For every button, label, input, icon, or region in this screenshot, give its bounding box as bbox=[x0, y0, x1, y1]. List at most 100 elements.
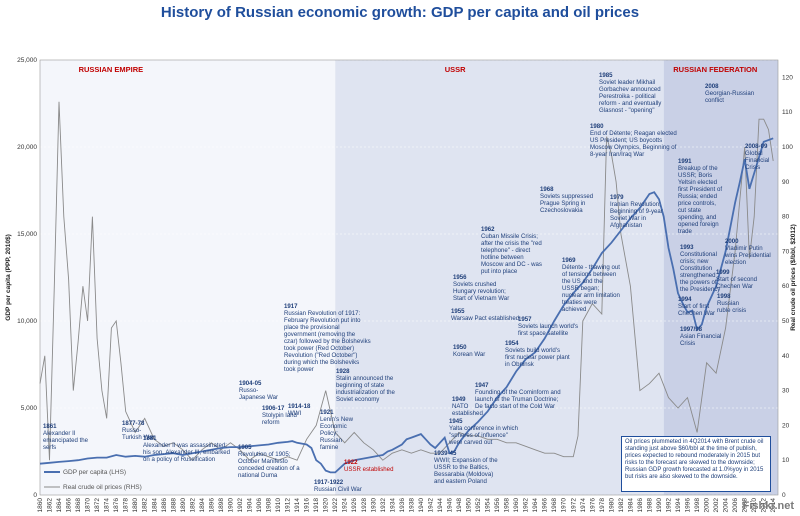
plot-frame bbox=[39, 59, 779, 496]
annotation-line: Japanese War bbox=[239, 394, 278, 401]
chart-title: History of Russian economic growth: GDP … bbox=[160, 4, 640, 21]
annotation-line: ruble crisis bbox=[717, 307, 746, 314]
x-tick-label: 1872 bbox=[94, 498, 101, 513]
x-tick-label: 2002 bbox=[713, 498, 720, 513]
annotation-year: 1969 bbox=[562, 257, 576, 264]
y2-tick-label: 80 bbox=[782, 214, 790, 221]
annotation-line: Russo- bbox=[122, 427, 141, 434]
x-tick-label: 1866 bbox=[66, 498, 73, 513]
annotation-year: 1957 bbox=[518, 316, 532, 323]
y2-tick-label: 100 bbox=[782, 144, 793, 151]
y2-tick-label: 120 bbox=[782, 74, 793, 81]
x-tick-label: 1978 bbox=[599, 498, 606, 513]
annotation-line: Chechen War bbox=[678, 310, 715, 317]
annotation-year: 1922 bbox=[344, 459, 358, 466]
annotation-line: De facto start of the Cold War bbox=[475, 403, 555, 410]
annotation-line: the Presidency bbox=[680, 286, 721, 293]
annotation-line: launch of the Truman Doctrine; bbox=[475, 396, 559, 403]
annotation-line: Soviets launch world's bbox=[518, 323, 578, 330]
x-tick-label: 1940 bbox=[418, 498, 425, 513]
x-tick-label: 1914 bbox=[294, 498, 301, 513]
annotation-line: Hungary revolution; bbox=[453, 288, 506, 295]
annotation-line: USSR established bbox=[344, 466, 393, 473]
annotation-line: the powers of bbox=[680, 279, 717, 286]
annotation-line: Constitution bbox=[680, 265, 712, 272]
annotation-line: Founding of the Cominform and bbox=[475, 389, 561, 396]
y-tick-label: 5,000 bbox=[21, 405, 38, 412]
annotation-line: Perestroika - political bbox=[599, 93, 656, 100]
axes: 0 5,000 10,000 15,000 20,000 25,000 0 10 20 30 40 5… bbox=[5, 57, 797, 512]
annotation-line: Moscow and DC - was bbox=[481, 261, 542, 268]
x-tick-label: 1958 bbox=[504, 498, 511, 513]
annotation-line: of tensions between bbox=[562, 271, 616, 278]
x-tick-label: 1950 bbox=[466, 498, 473, 513]
annotation-line: "spheres of influence" bbox=[449, 432, 508, 439]
x-tick-label: 1944 bbox=[437, 498, 444, 513]
annotation-line: Soviet War in bbox=[610, 215, 646, 222]
annotation-year: 1950 bbox=[453, 344, 467, 351]
x-tick-label: 1910 bbox=[275, 498, 282, 513]
y2-axis-label: Real crude oil prices ($/bbl, $2012) bbox=[790, 224, 797, 331]
annotation-line: End of Détente; Reagan elected bbox=[590, 130, 677, 137]
y2-tick-label: 110 bbox=[782, 109, 793, 116]
annotation-year: 1921 bbox=[320, 409, 334, 416]
annotation-year: 1949 bbox=[452, 396, 466, 403]
annotation-year: 1917 bbox=[284, 303, 298, 310]
x-tick-label: 1962 bbox=[523, 498, 530, 513]
annotation-line: 8-year Iran/Iraq War bbox=[590, 151, 644, 158]
annotation-line: Vladimir Putin bbox=[725, 245, 763, 252]
x-tick-label: 2006 bbox=[732, 498, 739, 513]
x-tick-label: 1862 bbox=[47, 498, 54, 513]
annotation-line: spending, and bbox=[678, 214, 716, 221]
y2-tick-label: 10 bbox=[782, 457, 790, 464]
x-tick-label: 1874 bbox=[104, 498, 111, 513]
x-tick-label: 1942 bbox=[427, 498, 434, 513]
x-tick-label: 2004 bbox=[723, 498, 730, 513]
annotation-line: national Duma bbox=[238, 472, 278, 479]
annotation-line: USSR began; bbox=[562, 285, 600, 292]
annotation-year: 1985 bbox=[599, 72, 613, 79]
annotation-line: Constitutional bbox=[680, 251, 717, 258]
x-tick-label: 1882 bbox=[142, 498, 149, 513]
annotation-line: conflict bbox=[705, 97, 724, 104]
x-tick-label: 1952 bbox=[475, 498, 482, 513]
annotation-line: Warsaw Pact established bbox=[451, 315, 519, 322]
annotation-year: 1998 bbox=[717, 293, 731, 300]
x-tick-label: 1954 bbox=[485, 498, 492, 513]
x-tick-label: 1896 bbox=[208, 498, 215, 513]
annotation-year: 1994 bbox=[678, 296, 692, 303]
annotation-line: Cuban Missile Crisis; bbox=[481, 233, 538, 240]
annotation-year: 1999 bbox=[716, 269, 730, 276]
annotation-line: Russian Civil War bbox=[314, 486, 362, 493]
annotation-line: Chechen War bbox=[716, 283, 753, 290]
x-tick-label: 1892 bbox=[189, 498, 196, 513]
annotation-line: first space satellite bbox=[518, 330, 569, 337]
annotation-line: the US and the bbox=[562, 278, 603, 285]
era-labels: RUSSIAN EMPIRE USSR RUSSIAN FEDERATION bbox=[79, 65, 758, 74]
x-tick-label: 1888 bbox=[170, 498, 177, 513]
x-tick-label: 1876 bbox=[113, 498, 120, 513]
x-tick-label: 1864 bbox=[56, 498, 63, 513]
x-tick-label: 1900 bbox=[227, 498, 234, 513]
y2-tick-label: 50 bbox=[782, 318, 790, 325]
annotation-line: Gorbachev announced bbox=[599, 86, 661, 93]
annotation-year: 1955 bbox=[451, 308, 465, 315]
annotation-year: 1954 bbox=[505, 340, 519, 347]
annotation-line: Start of second bbox=[716, 276, 757, 283]
x-tick-label: 1982 bbox=[618, 498, 625, 513]
annotation-line: USSR; Boris bbox=[678, 172, 712, 179]
